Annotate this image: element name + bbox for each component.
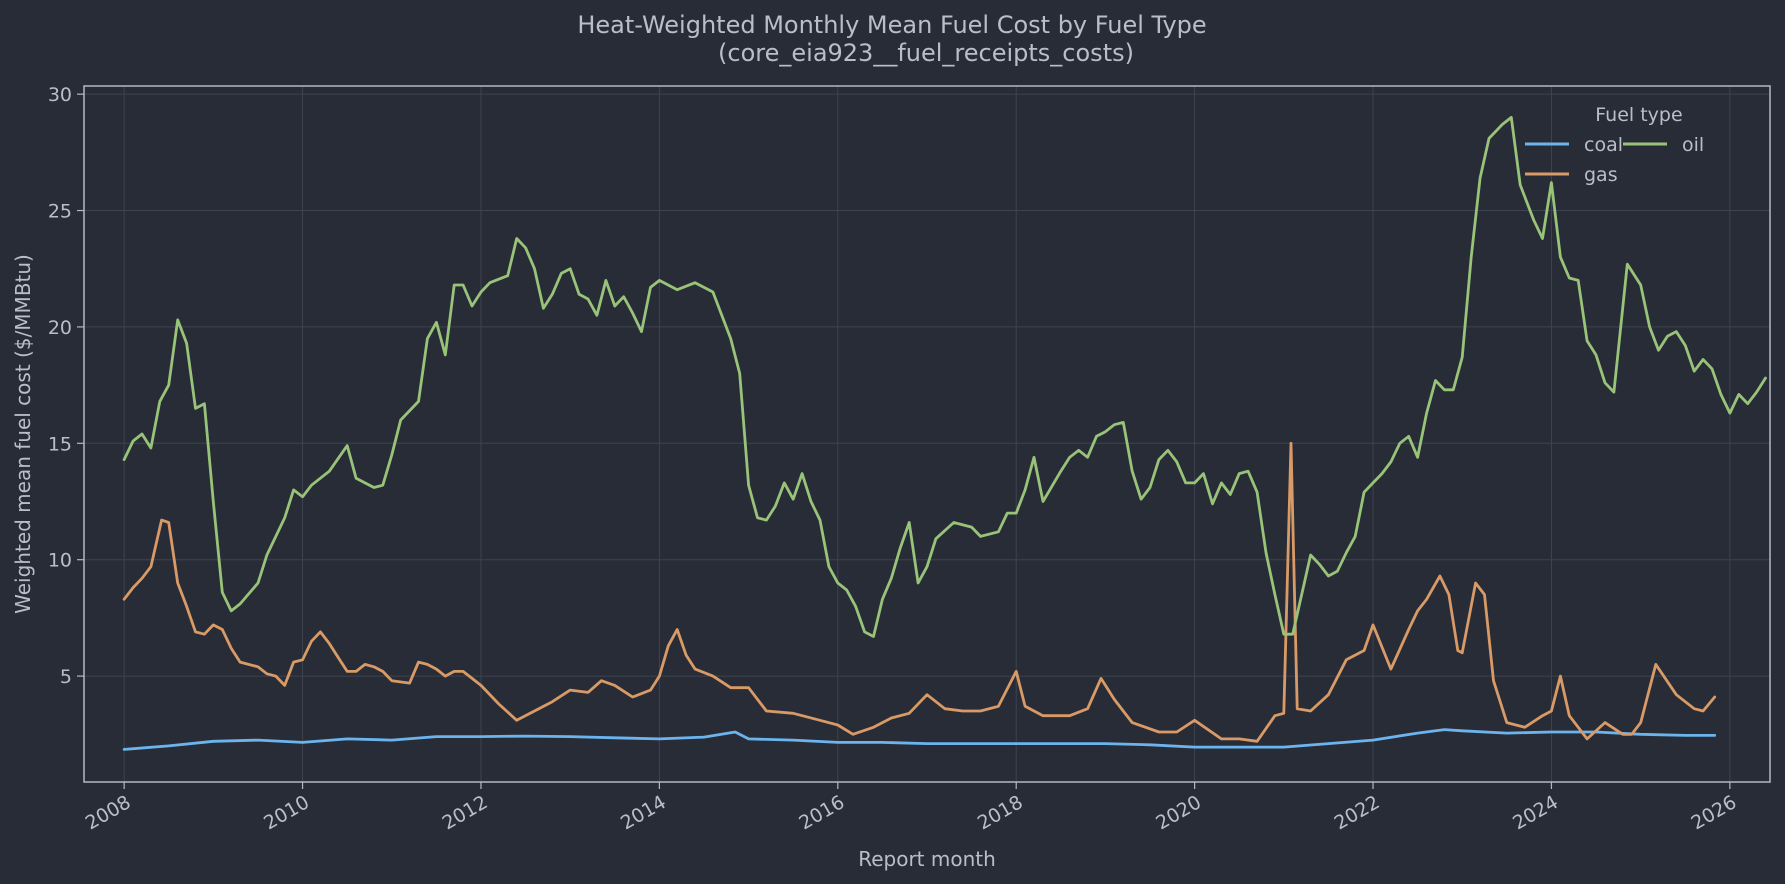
legend-label-gas: gas: [1584, 164, 1618, 186]
series-line-gas: [122, 441, 1717, 743]
y-tick-label: 25: [48, 201, 72, 223]
y-axis: 5 10 15 20 25 30: [48, 84, 84, 688]
legend-label-oil: oil: [1682, 134, 1704, 156]
chart-title: Heat-Weighted Monthly Mean Fuel Cost by …: [577, 11, 1206, 39]
legend-title: Fuel type: [1595, 104, 1682, 126]
y-tick-label: 20: [48, 317, 72, 339]
plot-frame: [83, 85, 1771, 783]
y-tick-label: 15: [48, 433, 72, 455]
series-line-coal: [122, 728, 1717, 751]
legend: Fuel type coal gas oil: [1525, 104, 1704, 186]
chart-subtitle: (core_eia923__fuel_receipts_costs): [718, 39, 1134, 67]
series-line-oil: [122, 116, 1767, 638]
y-tick-label: 30: [48, 84, 72, 106]
x-axis-label: Report month: [858, 847, 996, 871]
y-axis-label: Weighted mean fuel cost ($/MMBtu): [11, 254, 35, 614]
y-tick-label: 5: [60, 666, 72, 688]
legend-label-coal: coal: [1584, 134, 1623, 156]
y-tick-label: 10: [48, 550, 72, 572]
grid: [84, 86, 1770, 782]
series-lines: [122, 116, 1767, 751]
